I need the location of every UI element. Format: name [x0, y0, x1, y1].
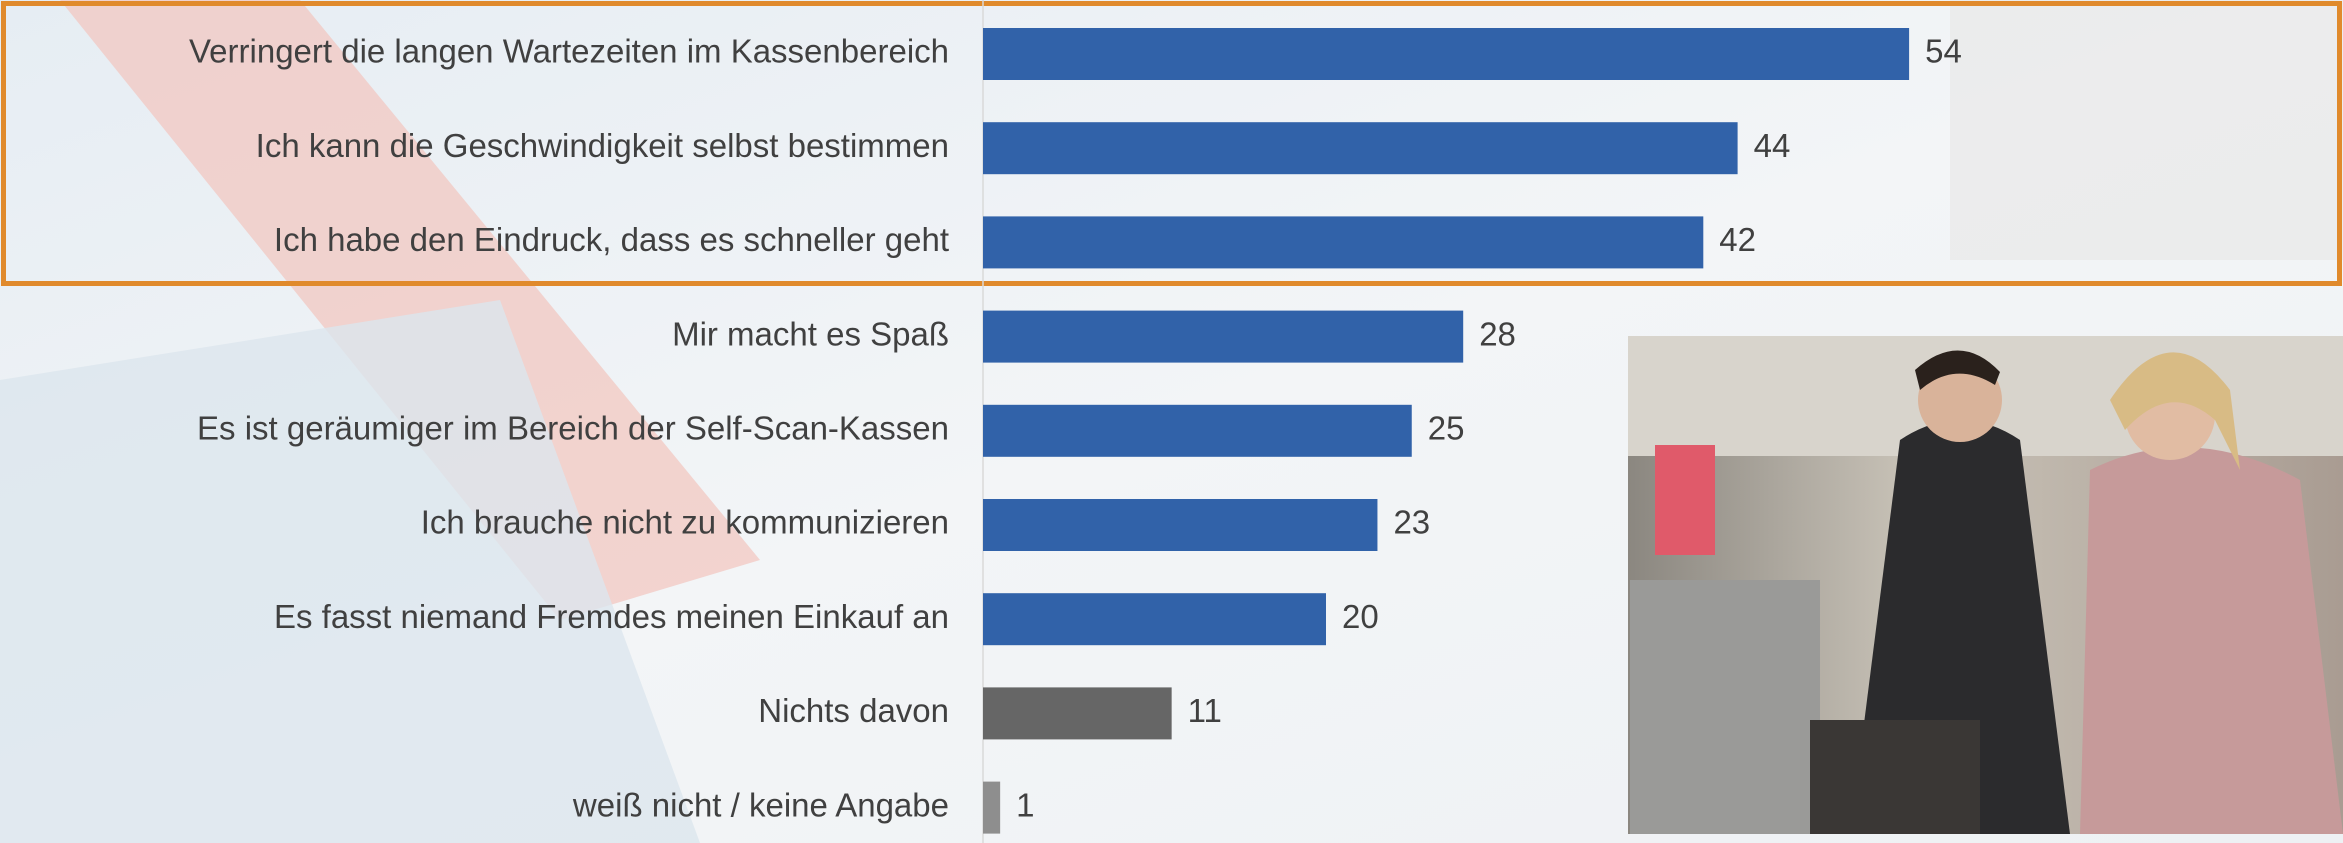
category-label: weiß nicht / keine Angabe — [572, 786, 949, 823]
value-label: 23 — [1393, 504, 1430, 541]
value-label: 20 — [1342, 598, 1379, 635]
bar — [983, 28, 1910, 80]
value-label: 42 — [1719, 221, 1756, 258]
bar — [983, 781, 1001, 834]
highlight-box — [1, 1, 2342, 286]
bar — [983, 216, 1704, 269]
category-label: Mir macht es Spaß — [672, 315, 949, 352]
value-label: 11 — [1188, 692, 1222, 729]
value-label: 54 — [1925, 33, 1962, 70]
background-photo-detail — [0, 300, 700, 843]
category-label: Ich kann die Geschwindigkeit selbst best… — [256, 127, 949, 164]
bar — [983, 499, 1378, 551]
value-label: 28 — [1479, 315, 1516, 352]
category-label: Es fasst niemand Fremdes meinen Einkauf … — [274, 598, 949, 635]
background-photo-detail — [1950, 0, 2343, 260]
bar — [983, 687, 1172, 740]
category-label: Ich brauche nicht zu kommunizieren — [421, 504, 949, 541]
value-label: 25 — [1428, 410, 1465, 447]
value-label: 44 — [1754, 127, 1791, 164]
category-label: Verringert die langen Wartezeiten im Kas… — [189, 33, 949, 70]
background-photo-detail — [60, 0, 760, 620]
bar — [983, 593, 1326, 646]
category-label: Ich habe den Eindruck, dass es schneller… — [274, 221, 949, 258]
category-label: Es ist geräumiger im Bereich der Self-Sc… — [197, 410, 949, 447]
bar — [983, 122, 1738, 175]
bar — [983, 310, 1464, 363]
category-label: Nichts davon — [758, 692, 949, 729]
bar — [983, 404, 1412, 457]
inset-photo — [1628, 336, 2343, 834]
value-label: 1 — [1016, 786, 1034, 823]
